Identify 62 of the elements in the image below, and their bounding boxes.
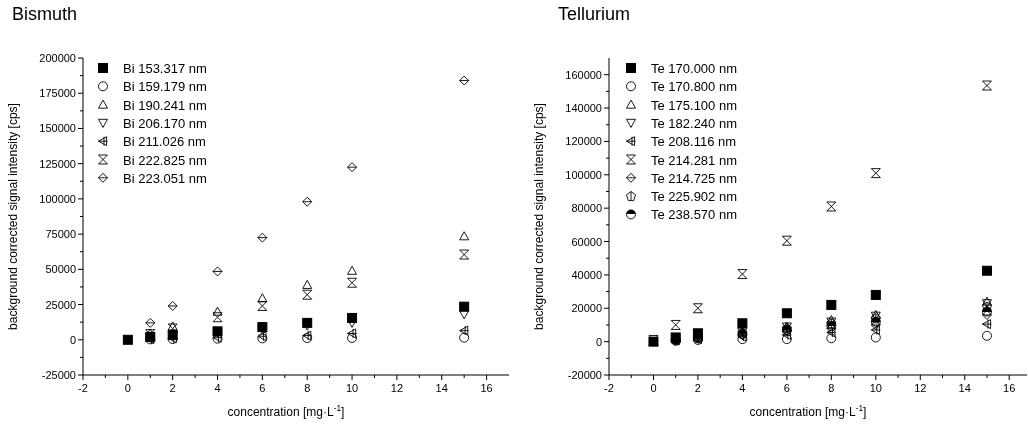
y-tick-label: 0 bbox=[595, 335, 602, 348]
legend-label: Te 214.725 nm bbox=[651, 170, 738, 186]
y-tick-label: 60000 bbox=[571, 235, 602, 248]
y-tick-label: 125000 bbox=[39, 157, 76, 170]
x-tick-label: 8 bbox=[304, 382, 311, 394]
x-tick-label: 12 bbox=[914, 382, 927, 394]
y-tick-label: 40000 bbox=[571, 268, 602, 281]
x-tick-label: 0 bbox=[124, 382, 131, 394]
legend-label: Bi 159.179 nm bbox=[123, 79, 207, 95]
y-tick-label: 80000 bbox=[571, 202, 602, 215]
legend-label: Te 225.902 nm bbox=[651, 189, 738, 205]
x-tick-label: 16 bbox=[480, 382, 493, 394]
x-axis-title: concentration [mg·L$^{-1}$] bbox=[227, 403, 345, 419]
x-tick-label: 6 bbox=[259, 382, 266, 394]
legend-label: Bi 190.241 nm bbox=[123, 97, 207, 113]
y-tick-label: 175000 bbox=[39, 87, 76, 100]
x-tick-label: 2 bbox=[169, 382, 176, 394]
legend-label: Bi 206.170 nm bbox=[123, 115, 207, 131]
legend-label: Te 170.800 nm bbox=[651, 79, 738, 95]
legend-label: Te 208.116 nm bbox=[651, 134, 737, 150]
y-tick-label: 150000 bbox=[39, 122, 76, 135]
x-tick-label: 16 bbox=[1003, 382, 1016, 394]
x-tick-label: 10 bbox=[345, 382, 359, 394]
x-tick-label: 14 bbox=[958, 382, 971, 394]
y-tick-label: 50000 bbox=[45, 263, 76, 276]
y-tick-label: -20000 bbox=[567, 369, 602, 381]
x-tick-label: 0 bbox=[650, 382, 657, 394]
x-tick-label: 4 bbox=[739, 382, 746, 394]
y-tick-label: 75000 bbox=[45, 228, 76, 241]
y-axis-title: background corrected signal intensity [cps] bbox=[532, 103, 546, 330]
y-tick-label: 100000 bbox=[39, 192, 76, 205]
legend-label: Te 175.100 nm bbox=[651, 97, 738, 113]
x-axis-title: concentration [mg·L$^{-1}$] bbox=[749, 403, 867, 419]
x-tick-label: -2 bbox=[604, 382, 614, 394]
legend-label: Bi 223.051 nm bbox=[123, 170, 207, 186]
x-tick-label: 4 bbox=[214, 382, 221, 394]
y-tick-label: 140000 bbox=[565, 102, 602, 115]
y-tick-label: 120000 bbox=[565, 135, 602, 148]
legend-label: Bi 222.825 nm bbox=[123, 152, 207, 168]
y-tick-label: -25000 bbox=[41, 369, 76, 381]
x-tick-label: 14 bbox=[435, 382, 448, 394]
x-tick-label: 6 bbox=[783, 382, 790, 394]
y-tick-label: 200000 bbox=[39, 52, 76, 64]
x-tick-label: 12 bbox=[390, 382, 404, 394]
legend-label: Te 182.240 nm bbox=[651, 115, 738, 131]
legend-label: Te 214.281 nm bbox=[651, 152, 738, 168]
chart-title: Bismuth bbox=[12, 4, 78, 24]
chart-title: Tellurium bbox=[558, 4, 631, 24]
y-tick-label: 160000 bbox=[565, 68, 602, 81]
y-tick-label: 100000 bbox=[565, 168, 602, 181]
x-tick-label: 2 bbox=[694, 382, 701, 394]
x-tick-label: 8 bbox=[828, 382, 835, 394]
x-tick-label: 10 bbox=[869, 382, 882, 394]
legend-label: Te 170.000 nm bbox=[651, 61, 738, 76]
y-tick-label: 25000 bbox=[45, 298, 76, 311]
y-axis-title: background corrected signal intensity [cps] bbox=[6, 103, 20, 330]
y-tick-label: 0 bbox=[69, 333, 76, 346]
legend-label: Te 238.570 nm bbox=[651, 207, 738, 223]
y-tick-label: 20000 bbox=[571, 302, 602, 315]
legend-label: Bi 153.317 nm bbox=[123, 61, 207, 76]
x-tick-label: -2 bbox=[78, 382, 88, 394]
legend-label: Bi 211.026 nm bbox=[123, 134, 206, 150]
